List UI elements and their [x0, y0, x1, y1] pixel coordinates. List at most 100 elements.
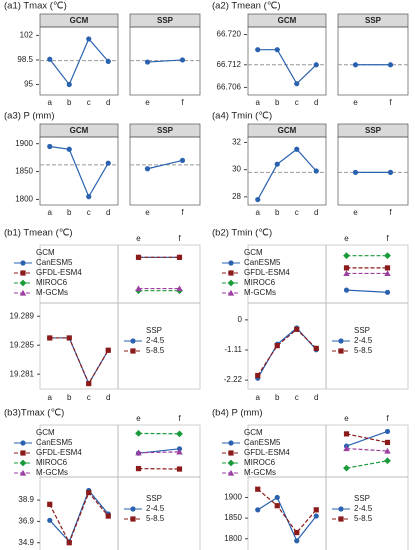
x-tick-label: a — [48, 208, 53, 217]
x-tick-label: d — [314, 208, 318, 217]
point — [176, 254, 183, 260]
point — [352, 62, 359, 68]
legend-label: GFDL-ESM4 — [244, 268, 290, 277]
plot-frame — [247, 136, 327, 206]
x-tick-label: a — [256, 208, 261, 217]
x-tick-label: a — [256, 98, 261, 107]
point — [255, 507, 261, 513]
point — [176, 285, 183, 292]
point — [86, 380, 92, 387]
point — [384, 457, 391, 465]
point — [343, 265, 350, 271]
legend-marker — [228, 450, 234, 456]
legend-marker — [338, 338, 344, 344]
point — [135, 466, 142, 472]
point — [86, 490, 92, 496]
y-tick-label: 1900 — [15, 139, 33, 148]
legend-label: M-GCMs — [36, 468, 68, 477]
panel-title: (a1) Tmax (℃) — [4, 1, 67, 12]
series-line — [257, 328, 317, 376]
plot-frame — [129, 136, 201, 206]
x-tick-label: b — [275, 208, 280, 217]
y-tick-label: 32 — [232, 138, 241, 147]
legend-label: GFDL-ESM4 — [36, 268, 82, 277]
point — [86, 36, 92, 42]
x-tick-label: a — [256, 393, 261, 402]
legend-title: SSP — [146, 494, 162, 503]
point — [343, 270, 350, 277]
point — [274, 343, 280, 349]
panel-header-label: SSP — [157, 126, 174, 135]
x-tick-label: f — [181, 208, 184, 217]
y-tick-label: 19.281 — [10, 369, 35, 378]
point — [294, 81, 300, 87]
legend-marker — [227, 289, 235, 296]
series-line — [346, 447, 388, 452]
x-tick-label: d — [314, 393, 318, 402]
plot-frame — [337, 26, 409, 96]
y-tick-label: 66.712 — [217, 60, 242, 69]
y-tick-label: 95 — [24, 80, 33, 89]
x-tick-label: f — [389, 208, 392, 217]
point — [66, 146, 72, 152]
panel-title: (b2) Tmin (℃) — [212, 228, 272, 239]
x-tick-label: b — [67, 98, 72, 107]
legend-label: GFDL-ESM4 — [244, 448, 290, 457]
point — [343, 252, 350, 260]
grid-frame — [39, 424, 201, 550]
legend-marker — [19, 469, 27, 476]
x-tick-label: f — [178, 234, 181, 243]
legend-label: MIROC6 — [36, 278, 68, 287]
legend-marker — [130, 516, 136, 522]
panel-title: (a3) P (mm) — [4, 111, 55, 122]
grid-frame — [247, 244, 409, 390]
point — [105, 513, 111, 519]
panel-header-label: SSP — [365, 16, 382, 25]
point — [294, 146, 300, 152]
point — [105, 58, 111, 64]
x-tick-label: c — [87, 393, 91, 402]
series-line — [49, 337, 109, 385]
y-tick-label: 28 — [232, 192, 241, 201]
x-tick-label: c — [87, 208, 91, 217]
x-tick-label: d — [106, 98, 110, 107]
point — [135, 430, 142, 437]
panel-title: (b1) Tmean (℃) — [4, 228, 73, 239]
y-tick-label: 1850 — [15, 167, 33, 176]
point — [255, 47, 261, 53]
y-tick-label: -2.22 — [224, 375, 243, 384]
series-line — [147, 59, 183, 63]
point — [176, 466, 183, 472]
plot-frame — [39, 136, 119, 206]
point — [384, 289, 391, 295]
panel-title: (a2) Tmean (℃) — [212, 1, 281, 12]
x-tick-label: f — [181, 98, 184, 107]
y-tick-label: -1.11 — [224, 345, 242, 354]
legend-marker — [20, 270, 26, 276]
legend-label: 2-4.5 — [146, 336, 165, 345]
x-tick-label: f — [386, 234, 389, 243]
legend-marker — [338, 516, 344, 522]
legend-marker — [19, 289, 27, 296]
legend-marker — [19, 459, 27, 467]
legend-label: 2-4.5 — [354, 336, 373, 345]
point — [343, 431, 350, 437]
x-tick-label: e — [145, 98, 150, 107]
x-tick-label: e — [353, 208, 358, 217]
panel-header-label: GCM — [70, 16, 89, 25]
legend-label: 2-4.5 — [146, 504, 165, 513]
point — [343, 287, 350, 293]
point — [384, 270, 391, 277]
point — [313, 168, 319, 174]
legend-marker — [338, 348, 344, 354]
legend-label: CanESM5 — [244, 258, 281, 267]
y-tick-label: 98.5 — [17, 55, 33, 64]
y-tick-label: 19.289 — [10, 311, 35, 320]
legend-marker — [227, 459, 235, 467]
panel-title: (b3)Tmax (℃) — [4, 408, 64, 419]
y-tick-label: 38.9 — [18, 495, 34, 504]
point — [294, 538, 300, 544]
point — [105, 347, 111, 353]
x-tick-label: a — [48, 98, 53, 107]
